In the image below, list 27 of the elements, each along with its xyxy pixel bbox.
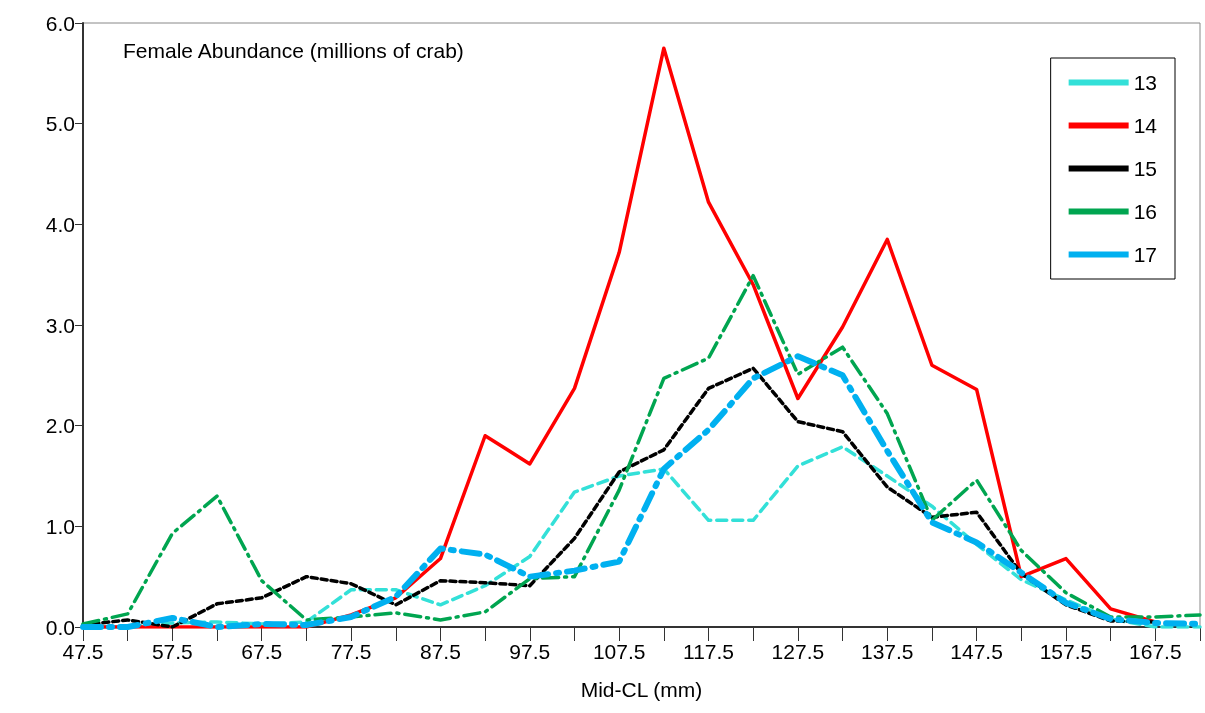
y-tick-label: 2.0 [45,414,75,438]
x-tick-label: 57.5 [151,640,193,663]
x-tick-label: 167.5 [1129,640,1182,663]
y-tick-label: 3.0 [45,313,75,337]
x-tick-label: 107.5 [592,640,646,663]
y-tick-label: 6.0 [45,11,75,35]
x-tick-label: 47.5 [62,640,104,663]
x-tick-label: 117.5 [683,640,735,663]
legend-label: 15 [1133,157,1157,180]
x-tick-label: 147.5 [950,640,1003,663]
x-tick-label: 127.5 [771,640,825,663]
text: Female Abundance (millions of crab) [123,39,464,62]
y-tick-label: 4.0 [45,212,75,236]
x-axis-title: Mid-CL (mm) [580,678,703,701]
x-tick-label: 77.5 [330,640,372,663]
x-tick-label: 157.5 [1039,640,1093,663]
x-tick-label: 137.5 [860,640,914,663]
x-tick-label: 97.5 [509,640,551,663]
y-tick-label: 5.0 [45,112,75,136]
y-tick-label: 0.0 [45,615,75,639]
y-tick-label: 1.0 [45,514,75,538]
legend-label: 13 [1133,71,1157,94]
x-tick-label: 67.5 [241,640,283,663]
x-tick-label: 87.5 [420,640,461,663]
legend-label: 16 [1133,200,1157,223]
legend-label: 14 [1133,114,1158,137]
legend-label: 17 [1133,243,1157,266]
